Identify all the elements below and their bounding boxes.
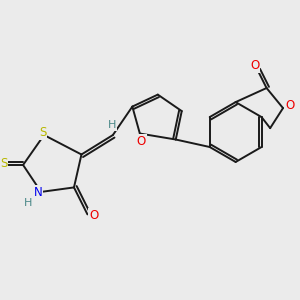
Text: N: N	[34, 186, 42, 199]
Text: O: O	[285, 99, 294, 112]
Text: S: S	[0, 157, 7, 170]
Text: H: H	[23, 198, 32, 208]
Text: O: O	[89, 209, 99, 222]
Text: H: H	[108, 121, 116, 130]
Text: O: O	[250, 59, 259, 72]
Text: S: S	[39, 126, 46, 139]
Text: O: O	[137, 135, 146, 148]
